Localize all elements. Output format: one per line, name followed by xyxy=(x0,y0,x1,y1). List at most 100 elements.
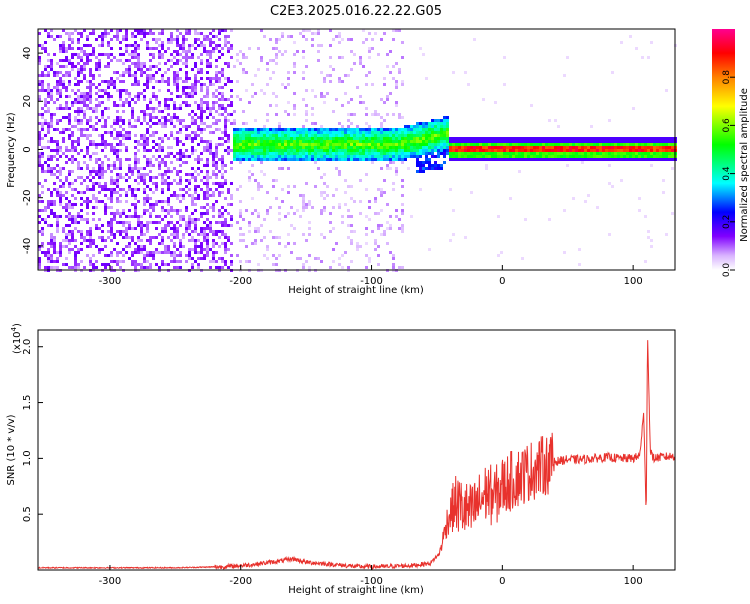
spectrogram-cell xyxy=(95,224,98,227)
spectrogram-cell xyxy=(218,236,221,239)
spectrogram-cell xyxy=(257,185,260,188)
spectrogram-cell xyxy=(50,68,53,71)
spectrogram-cell xyxy=(197,245,200,248)
spectrogram-cell xyxy=(464,236,467,239)
spectrogram-cell xyxy=(320,149,323,152)
spectrogram-cell xyxy=(302,197,305,200)
spectrogram-cell xyxy=(389,50,392,53)
spectrogram-cell xyxy=(521,146,524,149)
spectrogram-cell xyxy=(197,116,200,119)
spectrogram-cell xyxy=(134,44,137,47)
spectrogram-cell xyxy=(80,233,83,236)
spectrogram-cell xyxy=(128,209,131,212)
spectrogram-cell xyxy=(197,263,200,266)
spectrogram-cell xyxy=(386,155,389,158)
spectrogram-cell xyxy=(392,266,395,269)
spectrogram-cell xyxy=(212,122,215,125)
spectrogram-cell xyxy=(131,53,134,56)
spectrogram-cell xyxy=(47,254,50,257)
spectrogram-cell xyxy=(44,101,47,104)
spectrogram-cell xyxy=(134,125,137,128)
spectrogram-cell xyxy=(422,146,425,149)
spectrogram-cell xyxy=(581,161,584,164)
spectrogram-cell xyxy=(344,134,347,137)
spectrogram-cell xyxy=(83,92,86,95)
spectrogram-cell xyxy=(149,149,152,152)
spectrogram-cell xyxy=(146,173,149,176)
spectrogram-cell xyxy=(209,227,212,230)
spectrogram-cell xyxy=(188,155,191,158)
spectrogram-cell xyxy=(386,98,389,101)
spectrogram-cell xyxy=(365,74,368,77)
spectrogram-cell xyxy=(92,263,95,266)
spectrogram-cell xyxy=(74,125,77,128)
spectrogram-cell xyxy=(272,146,275,149)
spectrogram-cell xyxy=(176,95,179,98)
spectrogram-cell xyxy=(476,140,479,143)
spectrogram-cell xyxy=(431,125,434,128)
spectrogram-cell xyxy=(203,254,206,257)
spectrogram-cell xyxy=(488,140,491,143)
spectrogram-cell xyxy=(41,89,44,92)
spectrogram-cell xyxy=(209,38,212,41)
spectrogram-cell xyxy=(251,173,254,176)
spectrogram-cell xyxy=(275,53,278,56)
spectrogram-cell xyxy=(230,29,233,32)
spectrogram-cell xyxy=(50,125,53,128)
spectrogram-cell xyxy=(665,146,668,149)
spectrogram-cell xyxy=(386,140,389,143)
spectrogram-cell xyxy=(140,137,143,140)
spectrogram-cell xyxy=(140,263,143,266)
spectrogram-cell xyxy=(185,134,188,137)
spectrogram-cell xyxy=(383,83,386,86)
spectrogram-cell xyxy=(257,188,260,191)
spectrogram-cell xyxy=(644,143,647,146)
spectrogram-cell xyxy=(206,158,209,161)
spectrogram-cell xyxy=(182,89,185,92)
spectrogram-cell xyxy=(380,38,383,41)
spectrogram-cell xyxy=(77,32,80,35)
spectrogram-cell xyxy=(503,158,506,161)
spectrogram-cell xyxy=(317,140,320,143)
spectrogram-cell xyxy=(524,140,527,143)
spectrogram-cell xyxy=(650,149,653,152)
spectrogram-cell xyxy=(146,113,149,116)
spectrogram-cell xyxy=(173,113,176,116)
spectrogram-cell xyxy=(149,170,152,173)
spectrogram-cell xyxy=(404,140,407,143)
spectrogram-cell xyxy=(149,74,152,77)
spectrogram-cell xyxy=(386,164,389,167)
spectrogram-cell xyxy=(479,158,482,161)
spectrogram-cell xyxy=(311,155,314,158)
spectrogram-cell xyxy=(290,137,293,140)
spectrogram-cell xyxy=(182,188,185,191)
spectrogram-cell xyxy=(95,143,98,146)
spectrogram-cell xyxy=(104,107,107,110)
spectrogram-cell xyxy=(134,215,137,218)
spectrogram-cell xyxy=(617,149,620,152)
spectrogram-cell xyxy=(77,98,80,101)
spectrogram-cell xyxy=(161,182,164,185)
spectrogram-cell xyxy=(212,155,215,158)
spectrogram-cell xyxy=(377,254,380,257)
spectrogram-cell xyxy=(323,149,326,152)
spectrogram-cell xyxy=(206,182,209,185)
spectrogram-cell xyxy=(311,32,314,35)
spectrogram-cell xyxy=(119,215,122,218)
spectrogram-cell xyxy=(347,125,350,128)
spectrogram-cell xyxy=(497,146,500,149)
spectrogram-cell xyxy=(101,38,104,41)
spectrogram-cell xyxy=(167,47,170,50)
spectrogram-cell xyxy=(602,158,605,161)
spectrogram-cell xyxy=(143,32,146,35)
spectrogram-cell xyxy=(446,128,449,131)
spectrogram-cell xyxy=(293,242,296,245)
spectrogram-cell xyxy=(191,248,194,251)
spectrogram-cell xyxy=(176,236,179,239)
spectrogram-cell xyxy=(170,32,173,35)
spectrogram-cell xyxy=(266,62,269,65)
spectrogram-cell xyxy=(170,92,173,95)
spectrogram-cell xyxy=(164,71,167,74)
spectrogram-cell xyxy=(137,176,140,179)
spectrogram-cell xyxy=(266,119,269,122)
